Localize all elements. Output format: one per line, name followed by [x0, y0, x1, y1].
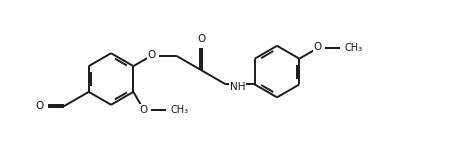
- Text: NH: NH: [230, 82, 245, 92]
- Text: O: O: [140, 105, 148, 115]
- Text: O: O: [148, 50, 156, 60]
- Text: O: O: [314, 42, 322, 52]
- Text: O: O: [197, 34, 205, 44]
- Text: CH₃: CH₃: [344, 43, 362, 53]
- Text: CH₃: CH₃: [170, 105, 188, 115]
- Text: O: O: [35, 101, 43, 111]
